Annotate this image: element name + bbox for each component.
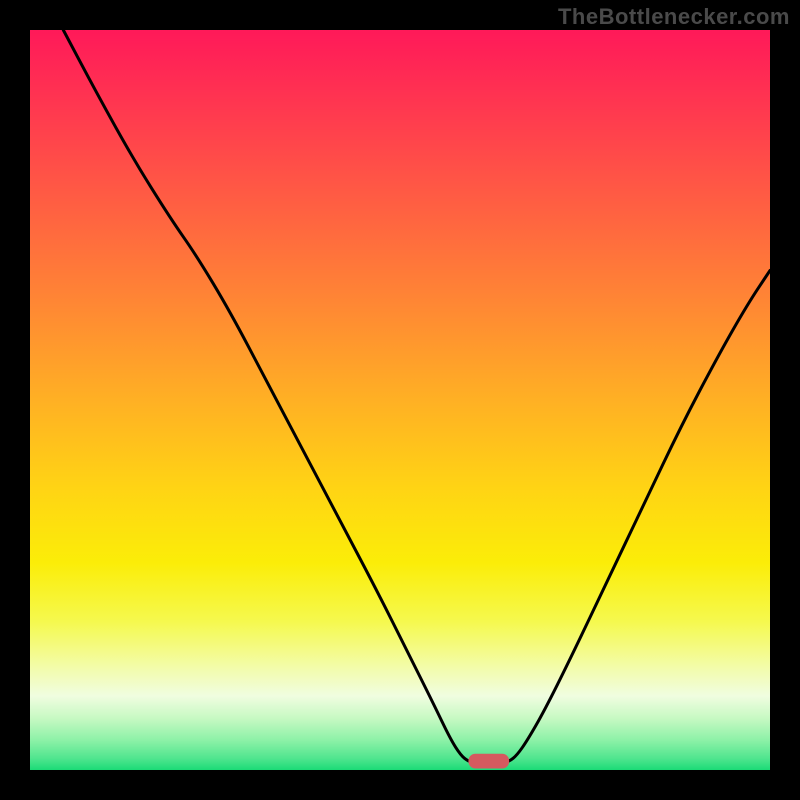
chart-container: TheBottlenecker.com xyxy=(0,0,800,800)
plot-gradient-background xyxy=(30,30,770,770)
bottleneck-chart xyxy=(0,0,800,800)
watermark-text: TheBottlenecker.com xyxy=(558,4,790,30)
optimal-range-marker xyxy=(468,754,509,769)
